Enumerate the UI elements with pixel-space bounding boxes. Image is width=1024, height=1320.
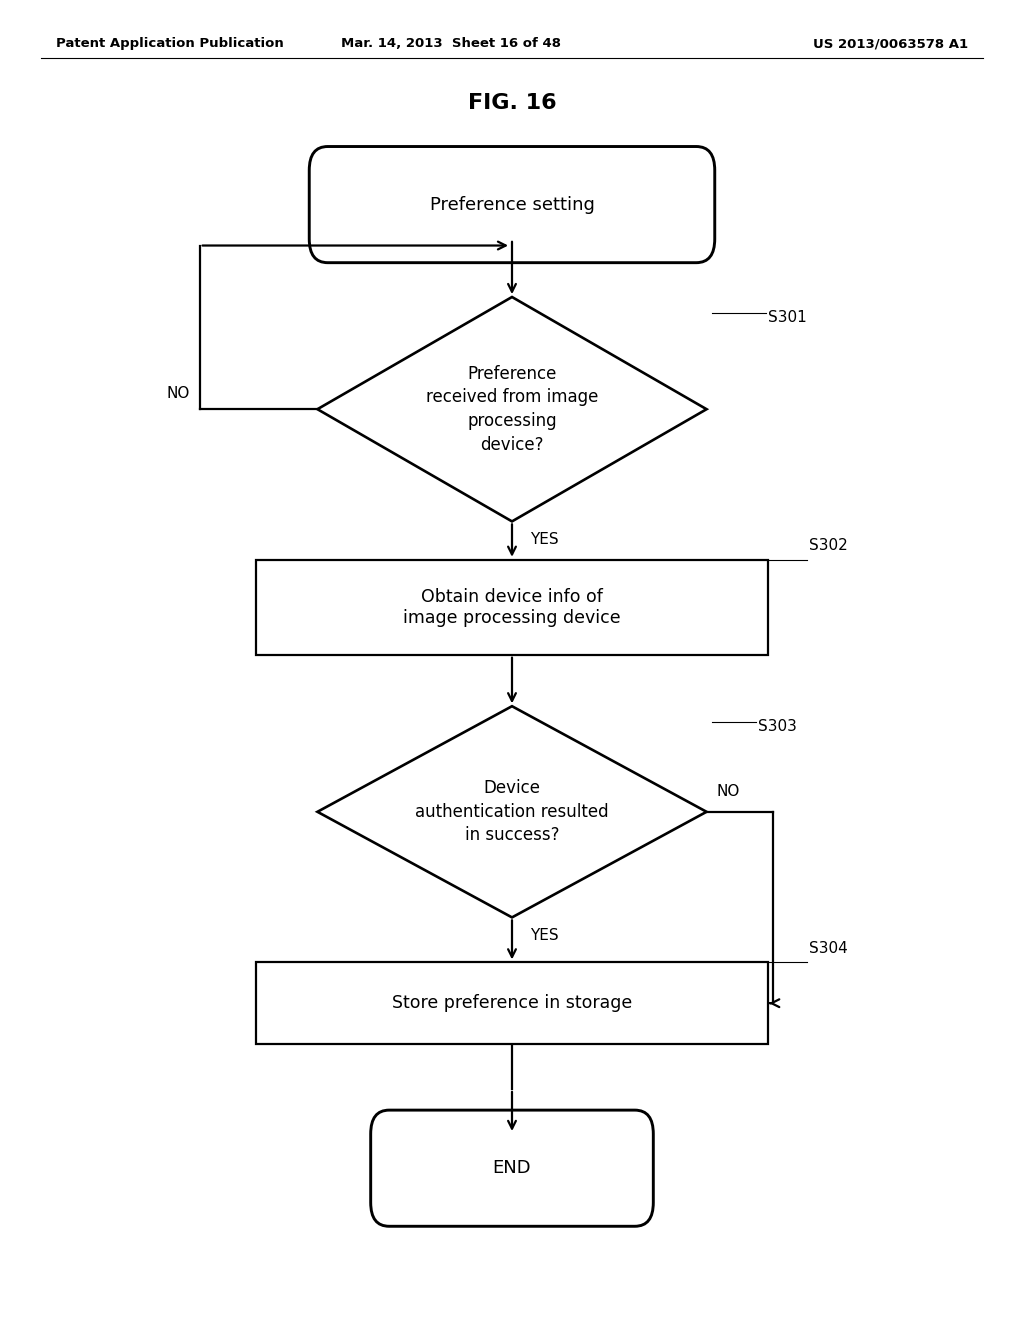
Text: US 2013/0063578 A1: US 2013/0063578 A1 xyxy=(813,37,969,50)
Text: Mar. 14, 2013  Sheet 16 of 48: Mar. 14, 2013 Sheet 16 of 48 xyxy=(341,37,560,50)
Text: S301: S301 xyxy=(768,310,807,325)
Text: END: END xyxy=(493,1159,531,1177)
Text: Device
authentication resulted
in success?: Device authentication resulted in succes… xyxy=(415,779,609,845)
Polygon shape xyxy=(317,706,707,917)
Text: Preference setting: Preference setting xyxy=(429,195,595,214)
FancyBboxPatch shape xyxy=(371,1110,653,1226)
Text: Store preference in storage: Store preference in storage xyxy=(392,994,632,1012)
Text: S303: S303 xyxy=(758,719,797,734)
Text: FIG. 16: FIG. 16 xyxy=(468,92,556,114)
Text: YES: YES xyxy=(530,532,559,546)
Text: Preference
received from image
processing
device?: Preference received from image processin… xyxy=(426,364,598,454)
Text: Patent Application Publication: Patent Application Publication xyxy=(56,37,284,50)
Bar xyxy=(256,962,768,1044)
Text: Obtain device info of
image processing device: Obtain device info of image processing d… xyxy=(403,587,621,627)
Bar xyxy=(256,560,768,655)
Polygon shape xyxy=(317,297,707,521)
Text: S302: S302 xyxy=(809,539,848,553)
Text: S304: S304 xyxy=(809,941,848,956)
Text: YES: YES xyxy=(530,928,559,942)
FancyBboxPatch shape xyxy=(309,147,715,263)
Text: NO: NO xyxy=(166,385,189,401)
Text: NO: NO xyxy=(717,784,740,800)
